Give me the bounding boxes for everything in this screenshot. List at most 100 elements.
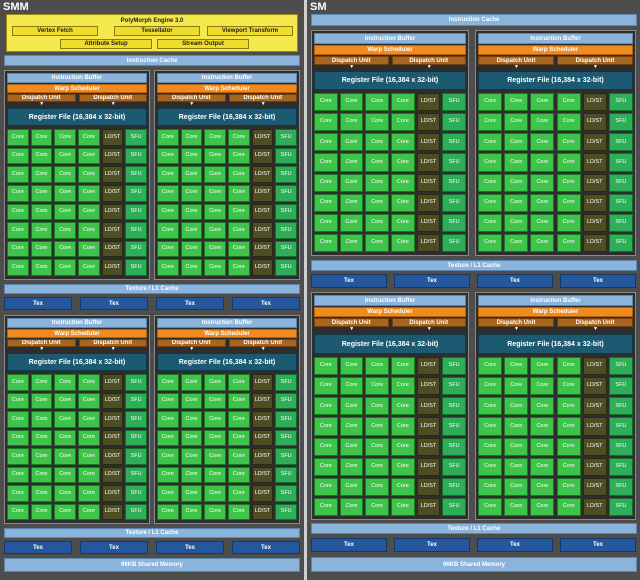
dispatch-unit: Dispatch Unit xyxy=(314,56,389,65)
cuda-core: Core xyxy=(530,93,555,112)
cuda-core: Core xyxy=(365,437,389,456)
dispatch-unit: Dispatch Unit xyxy=(557,318,633,327)
dispatch-unit: Dispatch Unit xyxy=(7,339,76,347)
cuda-core: Core xyxy=(180,392,203,409)
cuda-core: Core xyxy=(157,374,179,391)
sfu-unit: SFU xyxy=(275,222,297,239)
cuda-core: Core xyxy=(54,448,76,465)
cuda-core: Core xyxy=(530,357,555,376)
ld-st-unit: LD/ST xyxy=(251,184,274,202)
instruction-buffer: Instruction Buffer xyxy=(7,318,147,328)
cuda-core: Core xyxy=(180,259,203,276)
sfu-unit: SFU xyxy=(442,193,466,212)
sfu-unit: SFU xyxy=(442,497,466,516)
ld-st-unit: LD/ST xyxy=(582,113,607,132)
cuda-core: Core xyxy=(530,113,555,132)
cuda-core: Core xyxy=(556,93,581,112)
warp-scheduler: Warp Scheduler xyxy=(314,45,466,55)
ld-st-unit: LD/ST xyxy=(251,448,274,465)
cuda-core: Core xyxy=(78,466,100,483)
cuda-core: Core xyxy=(478,477,503,496)
cuda-core: Core xyxy=(556,417,581,436)
cuda-core: Core xyxy=(54,429,76,446)
sfu-unit: SFU xyxy=(275,203,297,221)
cuda-core: Core xyxy=(30,485,53,502)
cuda-core: Core xyxy=(204,222,226,239)
cuda-core: Core xyxy=(228,392,250,409)
sfu-unit: SFU xyxy=(125,259,147,276)
polymorph-engine: PolyMorph Engine 3.0 Vertex Fetch Tessel… xyxy=(6,14,298,52)
cuda-core: Core xyxy=(504,497,529,516)
sfu-unit: SFU xyxy=(275,448,297,465)
sfu-unit: SFU xyxy=(275,259,297,276)
register-file: Register File (16,384 x 32-bit) xyxy=(7,353,147,371)
sm-title: SM xyxy=(310,1,327,13)
cuda-core: Core xyxy=(339,497,364,516)
cuda-core: Core xyxy=(391,377,415,396)
cuda-core: Core xyxy=(556,113,581,132)
cuda-core: Core xyxy=(228,466,250,483)
sm-texture-cache-bottom: Texture / L1 Cache xyxy=(311,523,637,534)
cuda-core: Core xyxy=(556,357,581,376)
ld-st-unit: LD/ST xyxy=(582,193,607,212)
ld-st-unit: LD/ST xyxy=(416,457,441,476)
cuda-core: Core xyxy=(7,203,29,221)
cuda-core: Core xyxy=(78,203,100,221)
sfu-unit: SFU xyxy=(442,173,466,192)
ld-st-unit: LD/ST xyxy=(101,466,124,483)
ld-st-unit: LD/ST xyxy=(582,133,607,152)
cuda-core: Core xyxy=(204,203,226,221)
sfu-unit: SFU xyxy=(125,448,147,465)
cuda-core: Core xyxy=(504,173,529,192)
cuda-core: Core xyxy=(7,448,29,465)
cuda-core: Core xyxy=(78,184,100,202)
stream-output-unit: Stream Output xyxy=(157,39,249,49)
dispatch-unit: Dispatch Unit xyxy=(157,94,226,102)
instruction-buffer: Instruction Buffer xyxy=(478,33,633,44)
cuda-core: Core xyxy=(314,417,338,436)
cuda-core: Core xyxy=(314,193,338,212)
cuda-core: Core xyxy=(180,240,203,258)
down-arrow-icon: ▼ xyxy=(349,326,355,332)
cuda-core: Core xyxy=(556,477,581,496)
sfu-unit: SFU xyxy=(125,429,147,446)
processing-block: Instruction Buffer Warp Scheduler Dispatch… xyxy=(311,30,469,256)
register-file: Register File (16,384 x 32-bit) xyxy=(478,334,633,354)
cuda-core: Core xyxy=(478,457,503,476)
register-file: Register File (16,384 x 32-bit) xyxy=(314,71,466,90)
smm-instruction-cache: Instruction Cache xyxy=(4,55,300,66)
down-arrow-icon: ▼ xyxy=(39,101,45,107)
cuda-core: Core xyxy=(54,411,76,428)
cuda-core: Core xyxy=(157,222,179,239)
cuda-core: Core xyxy=(180,485,203,502)
cuda-core: Core xyxy=(54,222,76,239)
cuda-core: Core xyxy=(30,503,53,520)
instruction-buffer: Instruction Buffer xyxy=(314,33,466,44)
register-file: Register File (16,384 x 32-bit) xyxy=(314,334,466,354)
sfu-unit: SFU xyxy=(125,184,147,202)
cuda-core: Core xyxy=(391,133,415,152)
warp-scheduler: Warp Scheduler xyxy=(314,307,466,317)
smm-tex-unit: Tex xyxy=(4,541,72,554)
ld-st-unit: LD/ST xyxy=(251,503,274,520)
cuda-core: Core xyxy=(504,397,529,416)
sfu-unit: SFU xyxy=(442,377,466,396)
sfu-unit: SFU xyxy=(442,397,466,416)
cuda-core: Core xyxy=(204,429,226,446)
sfu-unit: SFU xyxy=(275,166,297,183)
cuda-core: Core xyxy=(314,357,338,376)
ld-st-unit: LD/ST xyxy=(582,377,607,396)
cuda-core: Core xyxy=(157,147,179,165)
warp-scheduler: Warp Scheduler xyxy=(7,84,147,93)
sm-texture-cache-top: Texture / L1 Cache xyxy=(311,260,637,271)
cuda-core: Core xyxy=(228,374,250,391)
cuda-core: Core xyxy=(30,166,53,183)
ld-st-unit: LD/ST xyxy=(251,203,274,221)
smm-tex-unit: Tex xyxy=(80,541,148,554)
smm-texture-cache-top: Texture / L1 Cache xyxy=(4,284,300,294)
cuda-core: Core xyxy=(54,203,76,221)
cuda-core: Core xyxy=(530,153,555,172)
cuda-core: Core xyxy=(556,397,581,416)
cuda-core: Core xyxy=(157,392,179,409)
sfu-unit: SFU xyxy=(125,466,147,483)
